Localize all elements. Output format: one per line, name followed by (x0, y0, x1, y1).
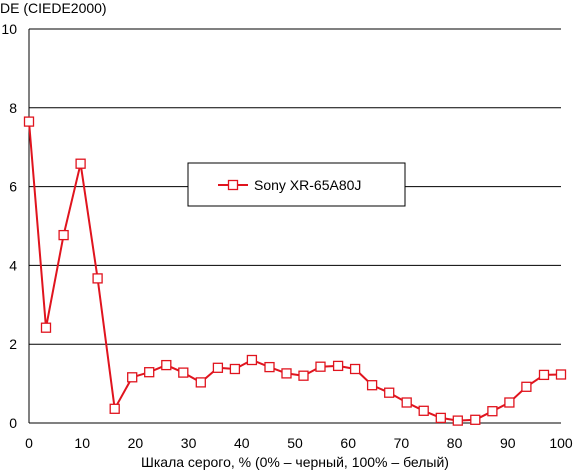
x-tick-label: 40 (234, 435, 250, 451)
legend-label: Sony XR-65A80J (254, 177, 361, 193)
data-point-marker (23, 116, 35, 127)
y-tick-label: 10 (1, 21, 17, 37)
x-tick-label: 60 (340, 435, 356, 451)
data-point-marker (195, 377, 206, 388)
y-axis-label: DE (CIEDE2000) (0, 0, 107, 16)
y-tick-label: 8 (9, 100, 17, 116)
x-tick-label: 0 (25, 435, 33, 451)
data-point-marker (246, 354, 258, 366)
data-point-marker (332, 360, 344, 372)
data-point-marker (178, 367, 189, 378)
data-point-marker (521, 381, 532, 392)
y-tick-label: 4 (9, 257, 17, 273)
y-axis-tick-labels: 0 2 4 6 8 10 (1, 21, 17, 431)
x-tick-label: 50 (287, 435, 303, 451)
x-tick-label: 30 (181, 435, 197, 451)
data-point-marker (58, 229, 69, 241)
legend-marker-swatch (227, 179, 239, 191)
data-point-marker (487, 406, 498, 417)
data-point-marker (366, 380, 378, 391)
x-axis-label: Шкала серого, % (0% – черный, 100% – бел… (141, 454, 449, 470)
legend: Sony XR-65A80J (187, 162, 406, 207)
data-point-marker (229, 363, 241, 375)
data-point-marker (161, 359, 172, 371)
data-point-marker (555, 369, 567, 380)
data-point-marker (40, 322, 52, 333)
x-tick-label: 20 (128, 435, 144, 451)
x-axis-tick-labels: 0 10 20 30 40 50 60 70 80 90 100 (25, 435, 573, 451)
data-point-marker (470, 414, 481, 425)
data-point-marker (504, 397, 515, 408)
x-tick-label: 80 (447, 435, 463, 451)
data-point-marker (281, 368, 292, 379)
data-point-marker (212, 362, 224, 373)
data-point-marker (384, 387, 395, 398)
y-tick-label: 0 (9, 415, 17, 431)
data-point-marker (144, 367, 155, 378)
series-layer (23, 116, 567, 426)
y-tick-label: 2 (9, 336, 17, 352)
data-point-marker (401, 397, 412, 408)
data-point-marker (435, 412, 446, 424)
data-point-marker (75, 158, 86, 169)
data-point-marker (264, 361, 275, 373)
x-tick-label: 90 (500, 435, 516, 451)
data-point-marker (452, 415, 463, 426)
data-point-marker (92, 273, 103, 284)
data-point-marker (538, 369, 550, 381)
x-tick-label: 70 (394, 435, 410, 451)
x-tick-label: 100 (549, 435, 573, 451)
data-point-marker (315, 361, 326, 372)
data-point-marker (298, 370, 309, 381)
y-tick-label: 6 (9, 179, 17, 195)
data-point-marker (109, 403, 120, 414)
data-point-marker (127, 372, 138, 383)
data-point-marker (349, 363, 361, 375)
data-point-marker (418, 405, 429, 416)
x-tick-label: 10 (74, 435, 90, 451)
